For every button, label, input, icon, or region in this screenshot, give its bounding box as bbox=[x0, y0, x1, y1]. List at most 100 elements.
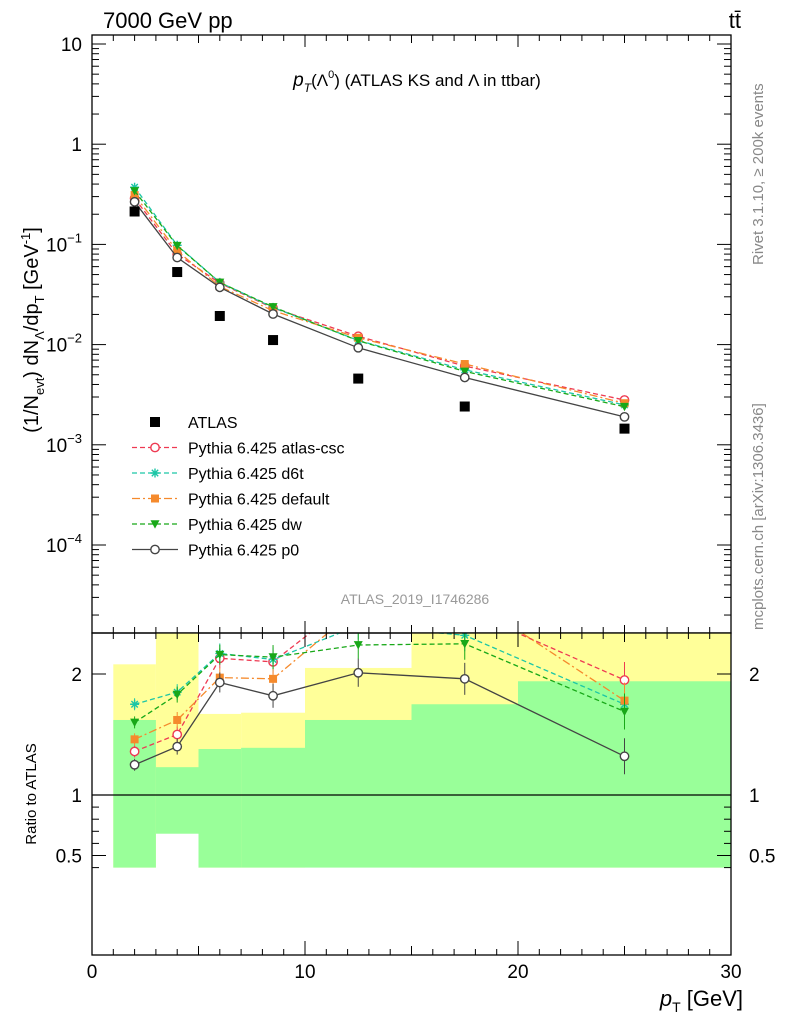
main-plot-area bbox=[129, 182, 630, 434]
ratio-point-3-3 bbox=[268, 653, 278, 662]
series-line-1 bbox=[134, 186, 625, 406]
ratio-ylabel: Ratio to ATLAS bbox=[23, 743, 40, 844]
series-point-4-1 bbox=[172, 252, 183, 263]
series-point-3-4 bbox=[353, 337, 363, 346]
ratio-point-2-3 bbox=[269, 674, 278, 683]
ratio-content-group bbox=[92, 621, 731, 868]
legend-label: Pythia 6.425 d6t bbox=[188, 466, 304, 483]
ratio-point-0-0 bbox=[129, 746, 140, 757]
series-point-4-5 bbox=[459, 372, 470, 383]
ratio-point-4-1 bbox=[172, 741, 183, 752]
ratio-xtick-label: 10 bbox=[294, 962, 315, 983]
analysis-id: ATLAS_2019_I1746286 bbox=[341, 591, 490, 607]
atlas-point-0 bbox=[129, 206, 140, 217]
atlas-point-4 bbox=[353, 373, 364, 384]
legend-marker bbox=[150, 520, 160, 529]
ratio-axes: 0 10 20 30 0.5 0.5 1 1 2 2 bbox=[56, 633, 775, 983]
ratio-xtick-label: 0 bbox=[87, 962, 98, 983]
legend-item-5: Pythia 6.425 p0 bbox=[132, 543, 299, 560]
legend-item-3: Pythia 6.425 default bbox=[132, 492, 330, 509]
legend-label: Pythia 6.425 default bbox=[188, 492, 330, 509]
ratio-point-2-0 bbox=[130, 735, 139, 744]
series-line-2 bbox=[134, 194, 625, 404]
series-point-4-4 bbox=[353, 342, 364, 353]
rivet-label: Rivet 3.1.10, ≥ 200k events bbox=[750, 83, 767, 265]
green-band-3 bbox=[241, 747, 305, 868]
main-ytick-label: 10−2 bbox=[46, 331, 82, 357]
green-band-1 bbox=[155, 767, 199, 834]
ratio-point-3-6 bbox=[620, 707, 629, 717]
ratio-point-3-1 bbox=[172, 690, 182, 700]
ratio-point-0-1 bbox=[172, 729, 183, 740]
atlas-point-1 bbox=[172, 267, 183, 278]
header-right: tt̄ bbox=[729, 8, 741, 33]
ratio-xtick-label: 20 bbox=[507, 962, 528, 983]
series-point-3-0 bbox=[130, 187, 140, 196]
series-point-3-6 bbox=[620, 402, 629, 412]
ratio-point-4-4 bbox=[353, 667, 364, 678]
legend-marker bbox=[150, 442, 160, 453]
series-line-0 bbox=[134, 198, 625, 401]
ratio-panel: 0 10 20 30 0.5 0.5 1 1 2 2 Ratio to ATLAS pT [GeV… bbox=[23, 621, 775, 1015]
ratio-point-1-4 bbox=[354, 621, 363, 630]
ratio-point-1-0 bbox=[130, 699, 140, 709]
series-point-4-2 bbox=[214, 282, 225, 293]
legend-item-4: Pythia 6.425 dw bbox=[132, 517, 302, 534]
ratio-ytick-label-left: 2 bbox=[71, 665, 82, 686]
series-point-2-1 bbox=[173, 246, 182, 255]
series-point-4-0 bbox=[129, 196, 140, 207]
legend-label: Pythia 6.425 atlas-csc bbox=[188, 441, 345, 458]
main-axes: 10 1 10−1 10−2 10−3 10−4 bbox=[46, 35, 732, 633]
legend-item-1: Pythia 6.425 atlas-csc bbox=[132, 441, 345, 458]
ratio-plot-area bbox=[92, 621, 731, 868]
ratio-point-3-4 bbox=[353, 641, 363, 650]
ratio-ytick-label-left: 0.5 bbox=[56, 847, 82, 868]
ratio-ytick-label-right: 1 bbox=[749, 786, 760, 807]
ratio-ytick-label-left: 1 bbox=[71, 786, 82, 807]
header-left: 7000 GeV pp bbox=[103, 8, 233, 33]
green-band-2 bbox=[198, 749, 242, 868]
main-series-group bbox=[129, 182, 630, 434]
ratio-point-3-2 bbox=[215, 650, 225, 660]
main-ytick-label: 10−1 bbox=[46, 230, 82, 256]
legend-marker bbox=[150, 417, 160, 427]
ratio-point-4-2 bbox=[214, 677, 225, 688]
ratio-xtick-label: 30 bbox=[720, 962, 741, 983]
series-point-3-1 bbox=[172, 241, 182, 251]
legend: ATLAS Pythia 6.425 atlas-csc Pythia 6.425 … bbox=[132, 415, 345, 560]
ratio-point-4-3 bbox=[268, 690, 278, 701]
legend-marker bbox=[151, 494, 159, 503]
main-ylabel: (1/Nevt) dNΛ/dpT [GeV-1] bbox=[18, 227, 47, 433]
ratio-point-4-6 bbox=[619, 751, 630, 762]
atlas-point-5 bbox=[459, 401, 470, 412]
ratio-ytick-label-right: 2 bbox=[749, 665, 760, 686]
legend-item-0: ATLAS bbox=[150, 415, 238, 432]
green-band-4 bbox=[305, 719, 412, 868]
series-point-4-3 bbox=[268, 309, 278, 319]
ratio-point-3-0 bbox=[130, 718, 140, 727]
ratio-point-4-5 bbox=[459, 673, 470, 684]
atlas-point-6 bbox=[619, 423, 630, 434]
main-ytick-label: 1 bbox=[71, 135, 82, 156]
series-point-2-5 bbox=[460, 360, 469, 369]
legend-marker bbox=[150, 468, 160, 478]
ratio-xlabel: pT [GeV] bbox=[659, 986, 743, 1015]
main-ytick-label: 10−4 bbox=[46, 531, 82, 557]
ratio-ytick-label-right: 0.5 bbox=[749, 847, 775, 868]
atlas-point-2 bbox=[214, 310, 225, 321]
main-ytick-label: 10−3 bbox=[46, 431, 82, 457]
ratio-point-3-5 bbox=[460, 639, 470, 649]
ratio-point-4-0 bbox=[129, 759, 140, 770]
legend-label: ATLAS bbox=[188, 415, 238, 432]
series-line-4 bbox=[134, 201, 625, 418]
legend-item-2: Pythia 6.425 d6t bbox=[132, 466, 304, 483]
legend-label: Pythia 6.425 p0 bbox=[188, 543, 299, 560]
atlas-point-3 bbox=[268, 335, 279, 346]
ratio-point-2-1 bbox=[173, 715, 182, 724]
main-title: pT(Λ0) (ATLAS KS and Λ in ttbar) bbox=[292, 69, 541, 95]
green-band-5 bbox=[411, 704, 518, 868]
series-point-4-6 bbox=[619, 411, 630, 422]
main-ytick-label: 10 bbox=[61, 35, 82, 56]
series-point-3-3 bbox=[268, 303, 278, 312]
